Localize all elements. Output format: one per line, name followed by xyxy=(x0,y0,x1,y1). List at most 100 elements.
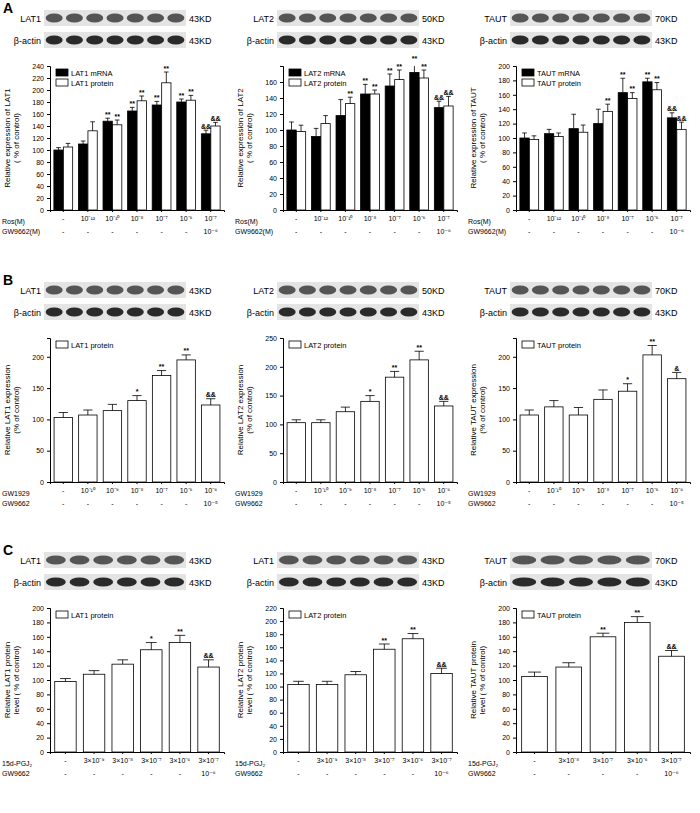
error-bar xyxy=(299,125,304,131)
blot: β-actin43KD xyxy=(247,574,445,590)
error-cap xyxy=(415,351,424,352)
y-tick: 180 xyxy=(32,99,50,106)
legend-swatch xyxy=(56,79,68,86)
y-tick-mark xyxy=(513,138,516,139)
blot-band xyxy=(626,556,650,565)
y-tick: 40 xyxy=(269,723,283,730)
blot-strip xyxy=(44,574,186,590)
x-tick-mark xyxy=(676,482,677,484)
error-cap xyxy=(179,99,184,100)
error-cap xyxy=(293,681,304,682)
error-cap xyxy=(547,129,552,130)
x-tick-label: 10⁻⁷ xyxy=(155,487,168,494)
x-row2-label: 10⁻⁶ xyxy=(434,770,448,777)
y-tick-label: 150 xyxy=(32,385,44,392)
y-tick: 0 xyxy=(506,479,516,486)
bar xyxy=(618,391,636,482)
y-axis: 020406080100120140160 xyxy=(265,67,283,214)
y-tick-label: 100 xyxy=(265,127,277,134)
error-bar xyxy=(655,83,660,90)
blot-band xyxy=(633,36,650,45)
chart: TAUT70KDβ-actin43KD020406080100120140160… xyxy=(468,10,691,236)
x-tick-label: 10⁻¹⁰ xyxy=(547,487,562,494)
bar xyxy=(603,111,612,210)
x-tick-label: 3×10⁻⁸ xyxy=(112,757,133,764)
error-stem xyxy=(301,125,302,131)
blot-band xyxy=(117,556,137,565)
x-tick-label: 10⁻¹⁰ xyxy=(314,487,329,494)
error-bar xyxy=(350,671,361,674)
y-tick: 0 xyxy=(273,749,283,756)
y-tick-label: 200 xyxy=(498,354,510,361)
error-stem xyxy=(637,617,638,623)
blot-size: 43KD xyxy=(189,578,212,588)
x-tick-label: - xyxy=(528,215,531,222)
y-axis-title: Relative expression of LAT2 xyxy=(236,88,245,188)
y-tick: 20 xyxy=(269,736,283,743)
significance: ** xyxy=(114,113,120,120)
blot-band xyxy=(532,286,549,295)
blot-strip xyxy=(277,304,419,320)
error-stem xyxy=(117,120,118,125)
error-stem xyxy=(291,122,292,130)
error-bar xyxy=(60,679,71,682)
significance: && xyxy=(436,661,446,668)
blot-band xyxy=(319,286,336,295)
y-tick: 120 xyxy=(265,111,283,118)
plot-marks xyxy=(287,66,453,210)
x-tick-mark xyxy=(603,752,604,754)
x-tick-label: 10⁻⁶ xyxy=(437,487,450,494)
blot-strip xyxy=(510,282,652,298)
x-tick: 3×10⁻⁷ xyxy=(431,752,452,764)
x-tick-label: 10⁻¹² xyxy=(547,215,562,222)
x-row2-label: - xyxy=(87,228,90,235)
blot-band xyxy=(93,578,113,587)
y-tick: 80 xyxy=(36,691,50,698)
x-tick: 10⁻⁷ xyxy=(621,482,634,494)
blot-strip xyxy=(277,32,419,48)
blot: TAUT70KD xyxy=(484,10,678,26)
x-tick: 10⁻¹⁰ xyxy=(338,210,353,222)
error-cap xyxy=(314,128,319,129)
y-tick: 100 xyxy=(265,421,283,428)
legend-label: LAT2 protein xyxy=(304,611,346,620)
significance: * xyxy=(150,635,153,642)
blot-size: 70KD xyxy=(655,14,678,24)
y-axis-title: (% of control) xyxy=(245,386,254,434)
bar xyxy=(522,676,548,752)
x-tick: 10⁻⁷ xyxy=(155,210,168,222)
x-tick: 10⁻¹⁰ xyxy=(81,482,96,494)
x-tick-label: 10⁻¹⁰ xyxy=(81,487,96,494)
error-cap xyxy=(408,633,419,634)
bar xyxy=(361,94,370,210)
error-cap xyxy=(422,70,427,71)
blot-strip xyxy=(510,574,652,590)
blot-band xyxy=(613,14,630,23)
y-tick: 0 xyxy=(40,479,50,486)
error-bar xyxy=(83,410,92,415)
x-row2-label: - xyxy=(136,500,139,507)
x-tick: 10⁻⁶ xyxy=(413,210,426,222)
error-stem xyxy=(298,681,299,684)
y-tick-label: 80 xyxy=(36,159,44,166)
error-cap xyxy=(388,74,393,75)
blot-band xyxy=(572,14,589,23)
error-cap xyxy=(348,97,353,98)
legend-label: TAUT protein xyxy=(537,79,581,88)
x-tick-mark xyxy=(443,210,444,212)
bar xyxy=(316,685,337,752)
error-stem xyxy=(208,660,209,667)
x-tick-mark xyxy=(137,482,138,484)
blot-size: 70KD xyxy=(655,556,678,566)
x-tick-label: 10⁻⁸ xyxy=(131,215,144,222)
legend-swatch xyxy=(56,341,68,348)
legend: TAUT mRNATAUT protein xyxy=(522,69,581,88)
blot-band xyxy=(66,36,83,45)
y-tick-label: 0 xyxy=(40,479,44,486)
error-bar xyxy=(155,101,160,105)
x-tick-mark xyxy=(627,482,628,484)
x-tick-mark xyxy=(186,210,187,212)
x-tick: 10⁻⁶ xyxy=(646,210,659,222)
error-stem xyxy=(603,390,604,399)
y-tick-mark xyxy=(280,647,283,648)
